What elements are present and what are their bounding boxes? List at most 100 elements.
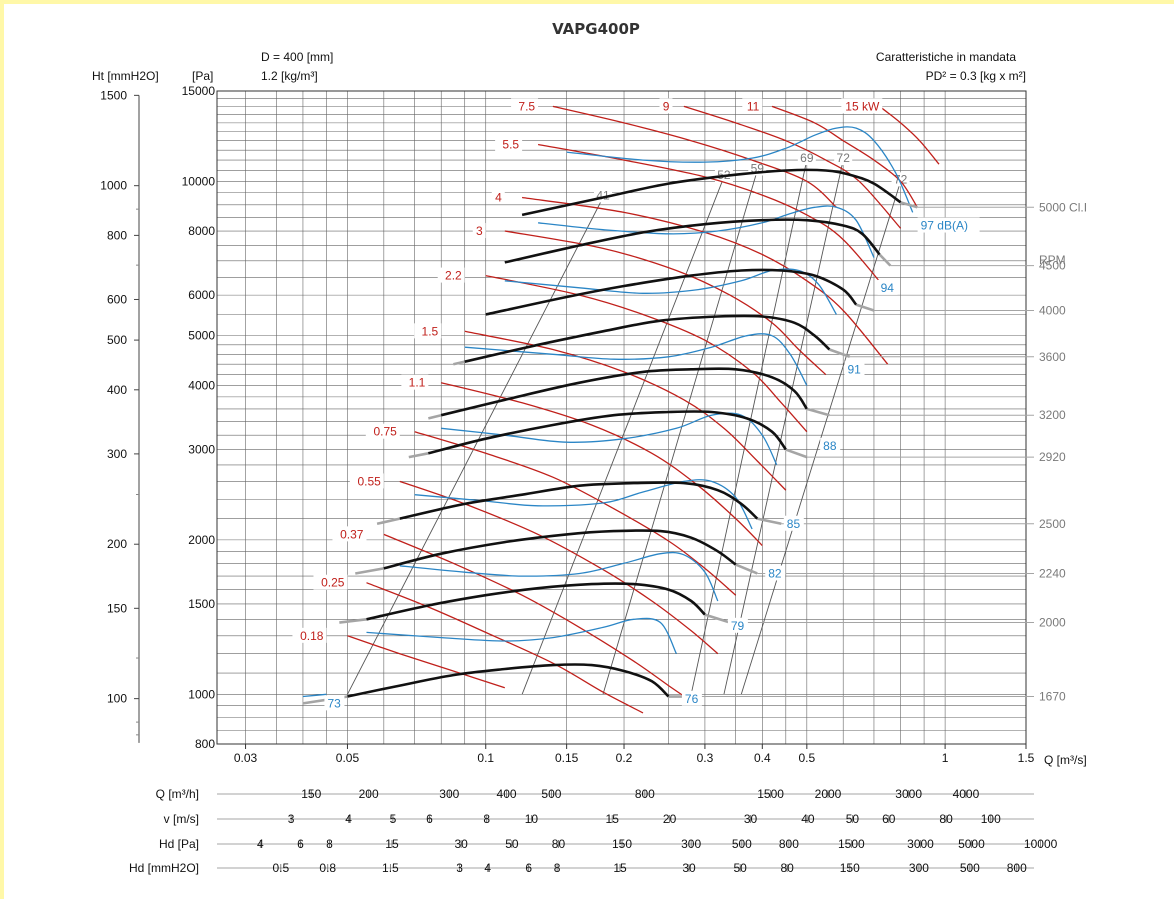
- secondary-tick-label: 50: [505, 837, 519, 851]
- noise-curve: [504, 268, 837, 315]
- efficiency-line: [521, 176, 725, 695]
- rpm-curve-extension: [355, 567, 385, 575]
- x-axis-label: Q [m³/s]: [1044, 753, 1087, 767]
- secondary-tick-label: 20: [663, 812, 677, 826]
- grid: [216, 90, 1027, 745]
- secondary-tick-label: 30: [454, 837, 468, 851]
- power-label-bg: [511, 98, 539, 114]
- y-tick-label-mmh2o: 1500: [100, 88, 127, 102]
- rpm-label: 4500: [1039, 259, 1066, 273]
- rpm-label: 3600: [1039, 350, 1066, 364]
- x-tick-label: 0.2: [616, 751, 633, 765]
- power-curve: [522, 196, 889, 365]
- noise-curve: [464, 333, 808, 386]
- rpm-curve-extension: [855, 303, 875, 312]
- power-label: 3: [476, 224, 483, 238]
- x-tick-label: 0.03: [234, 751, 258, 765]
- power-label: 4: [495, 190, 502, 204]
- noise-label-bg: [820, 437, 841, 453]
- secondary-tick-label: 300: [681, 837, 701, 851]
- secondary-tick-label: 3000: [895, 787, 922, 801]
- noise-curve: [302, 693, 327, 698]
- rpm-curve: [347, 663, 670, 698]
- secondary-tick-label: 15: [613, 861, 627, 875]
- secondary-axis-label: Hd [mmH2O]: [129, 861, 199, 875]
- rpm-label: 2240: [1039, 566, 1066, 580]
- x-tick-label: 0.4: [754, 751, 771, 765]
- noise-curve: [566, 126, 914, 213]
- power-curve: [366, 582, 644, 714]
- secondary-tick-label: 15: [606, 812, 620, 826]
- power-label: 2.2: [445, 269, 462, 283]
- secondary-tick-label: 6: [426, 812, 433, 826]
- efficiency-label: 69: [800, 151, 814, 165]
- secondary-tick-label: 5000: [958, 837, 985, 851]
- x-tick-label: 0.1: [477, 751, 494, 765]
- y-tick-label-pa: 3000: [188, 443, 215, 457]
- rpm-curve-extension: [900, 201, 918, 209]
- curve-labels: 7.5 9 11 15 kW 5.5 4 3 2.2 1.5 1.1 0.75 0.55 0.37 0.2…: [292, 98, 980, 711]
- rpm-label: 4000: [1039, 303, 1066, 317]
- note-caratteristiche: Caratteristiche in mandata: [876, 50, 1016, 64]
- power-label-bg: [742, 98, 763, 114]
- noise-label-bg: [877, 279, 898, 295]
- secondary-tick-label: 0.8: [319, 861, 336, 875]
- power-label-bg: [495, 136, 523, 152]
- power-label-bg: [414, 323, 442, 339]
- x-tick-label: 1: [942, 751, 949, 765]
- rpm-curve-extension: [704, 613, 731, 624]
- note-pd2: PD² = 0.3 [kg x m²]: [926, 69, 1026, 83]
- rpm-curve: [440, 367, 808, 417]
- secondary-tick-label: 800: [1007, 861, 1027, 875]
- noise-label-bg: [844, 361, 865, 377]
- y-tick-label-mmh2o: 600: [107, 292, 127, 306]
- efficiency-line: [602, 170, 758, 695]
- rpm-curve-extension: [828, 348, 851, 358]
- secondary-tick-label: 80: [552, 837, 566, 851]
- y-tick-label-mmh2o: 100: [107, 692, 127, 706]
- noise-label: 97 dB(A): [921, 219, 968, 233]
- secondary-tick-label: 300: [439, 787, 459, 801]
- secondary-tick-label: 8: [326, 837, 333, 851]
- y-tick-label-mmh2o: 1000: [100, 179, 127, 193]
- secondary-tick-label: 4: [345, 812, 352, 826]
- efficiency-label-bg: [834, 151, 853, 166]
- secondary-tick-label: 800: [779, 837, 799, 851]
- noise-label-bg: [765, 565, 786, 581]
- x-tick-label: 0.05: [336, 751, 360, 765]
- rpm-curve-extension: [785, 448, 808, 459]
- rpm-curves: 5000 Cl.I 4500 4000 3600 3200 2920 2500 2240 200…: [302, 168, 1087, 705]
- efficiency-line: [740, 181, 902, 695]
- x-tick-label: 0.3: [697, 751, 714, 765]
- power-label: 0.25: [321, 576, 345, 590]
- power-label-bg: [332, 526, 367, 542]
- noise-label: 94: [881, 281, 895, 295]
- y-tick-label-mmh2o: 400: [107, 383, 127, 397]
- efficiency-label: 72: [837, 151, 851, 165]
- power-label: 1.5: [422, 324, 439, 338]
- y-tick-label-pa: 1500: [188, 597, 215, 611]
- rpm-curve-extension: [339, 618, 367, 624]
- secondary-tick-label: 150: [612, 837, 632, 851]
- secondary-tick-label: 40: [801, 812, 815, 826]
- noise-label: 82: [768, 566, 782, 580]
- secondary-tick-label: 15: [385, 837, 399, 851]
- secondary-tick-label: 150: [301, 787, 321, 801]
- power-curves: [347, 105, 940, 714]
- rpm-curve-extension: [453, 360, 466, 366]
- secondary-axis-label: Hd [Pa]: [159, 837, 199, 851]
- note-density: 1.2 [kg/m³]: [261, 69, 318, 83]
- secondary-tick-label: 10000: [1024, 837, 1058, 851]
- power-curve: [464, 330, 787, 491]
- power-label-bg: [491, 189, 505, 205]
- power-curve: [879, 105, 940, 165]
- power-curve: [414, 431, 737, 596]
- secondary-tick-label: 30: [682, 861, 696, 875]
- secondary-tick-label: 1.5: [382, 861, 399, 875]
- rpm-curve: [427, 410, 787, 455]
- y-tick-label-pa: 5000: [188, 329, 215, 343]
- power-curve: [504, 230, 827, 376]
- y-tick-label-mmh2o: 300: [107, 447, 127, 461]
- rpm-curve: [464, 314, 831, 363]
- rpm-curve-extension: [408, 452, 429, 459]
